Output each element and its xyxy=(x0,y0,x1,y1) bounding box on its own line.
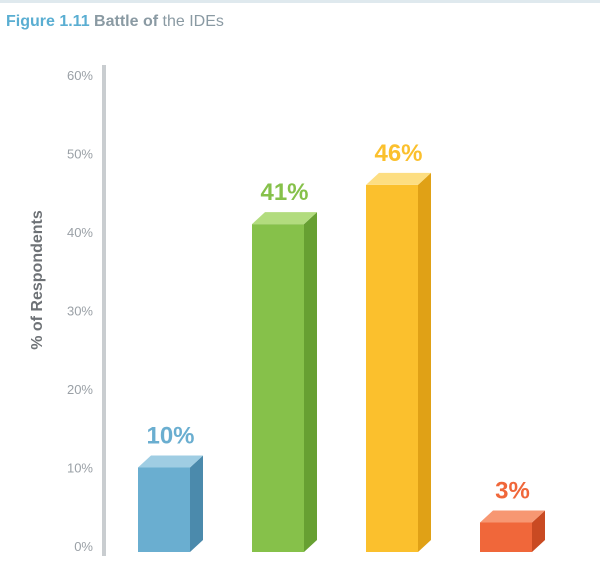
bar-front xyxy=(366,184,418,552)
y-tick-label: 30% xyxy=(67,304,93,319)
bar-value-label: 46% xyxy=(374,140,422,167)
bar: 3% xyxy=(480,477,545,552)
bar-top xyxy=(252,212,317,225)
bar-front xyxy=(252,224,304,552)
y-tick-label: 0% xyxy=(74,539,93,554)
bar-side xyxy=(532,510,545,552)
bar: 46% xyxy=(366,140,431,552)
bar-top xyxy=(138,455,203,468)
figure-number: Figure 1.11 xyxy=(6,13,90,30)
bar-side xyxy=(190,455,203,552)
y-tick-label: 10% xyxy=(67,461,93,476)
bar-front xyxy=(480,522,532,552)
bar-value-label: 10% xyxy=(146,423,194,450)
figure-title-bold: Battle of xyxy=(94,13,159,30)
figure-title-rest: the IDEs xyxy=(162,13,224,30)
y-axis-label: % of Respondents xyxy=(29,210,46,350)
bar-front xyxy=(138,467,190,552)
figure-title: Figure 1.11 Battle of the IDEs xyxy=(6,12,224,32)
bar-side xyxy=(304,212,317,552)
y-tick-label: 50% xyxy=(67,147,93,162)
bar: 10% xyxy=(138,423,203,552)
bar: 41% xyxy=(252,179,317,552)
bar-side xyxy=(418,172,431,552)
bars-group: 10% 41% 46% 3% xyxy=(138,140,545,552)
y-tick-label: 60% xyxy=(67,68,93,83)
y-tick-label: 20% xyxy=(67,382,93,397)
bar-value-label: 3% xyxy=(495,477,530,504)
bar-top xyxy=(366,172,431,185)
bar-top xyxy=(480,510,545,523)
y-tick-label: 40% xyxy=(67,225,93,240)
y-axis-ticks: 0% 10% 20% 30% 40% 50% 60% xyxy=(67,68,93,554)
bar-value-label: 41% xyxy=(260,179,308,206)
top-rule xyxy=(0,0,600,3)
